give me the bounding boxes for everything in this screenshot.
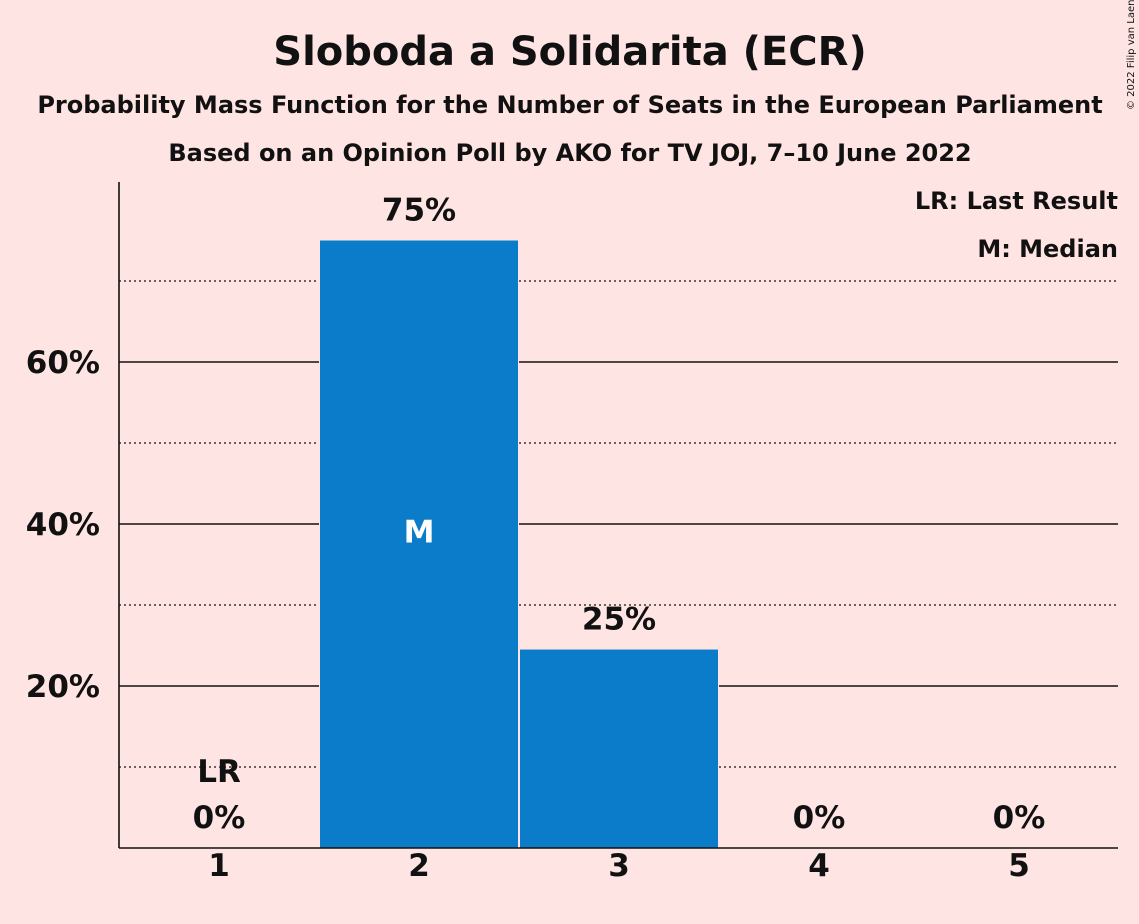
bar-value-label: 0% — [793, 800, 846, 836]
x-tick-label: 5 — [1008, 848, 1030, 884]
x-tick-label: 3 — [608, 848, 630, 884]
bar-annotations: 0% LR 75% M 25% 0% 0% — [193, 193, 1046, 837]
bar-seats-2 — [320, 240, 518, 848]
y-tick-label: 20% — [26, 669, 100, 705]
gridlines — [119, 280, 1118, 768]
legend-last-result: LR: Last Result — [915, 187, 1118, 215]
chart-subtitle: Probability Mass Function for the Number… — [37, 91, 1102, 119]
bar-value-label: 0% — [193, 800, 246, 836]
bar-seats-3 — [520, 649, 718, 848]
copyright-notice: © 2022 Filip van Laenen — [1126, 0, 1137, 110]
bars — [319, 239, 719, 848]
median-marker: M — [404, 514, 435, 550]
y-tick-label: 60% — [26, 345, 100, 381]
bar-value-label: 0% — [993, 800, 1046, 836]
bar-value-label: 75% — [382, 193, 456, 229]
x-tick-label: 4 — [808, 848, 830, 884]
chart-title: Sloboda a Solidarita (ECR) — [273, 29, 866, 75]
bar-value-label: 25% — [582, 602, 656, 638]
last-result-marker: LR — [197, 754, 241, 790]
axes — [118, 182, 1118, 849]
chart-source: Based on an Opinion Poll by AKO for TV J… — [168, 139, 971, 167]
legend-median: M: Median — [977, 235, 1118, 263]
x-tick-label: 2 — [408, 848, 430, 884]
y-tick-label: 40% — [26, 507, 100, 543]
tick-labels: 20% 40% 60% 1 2 3 4 5 — [26, 345, 1030, 884]
x-tick-label: 1 — [208, 848, 230, 884]
